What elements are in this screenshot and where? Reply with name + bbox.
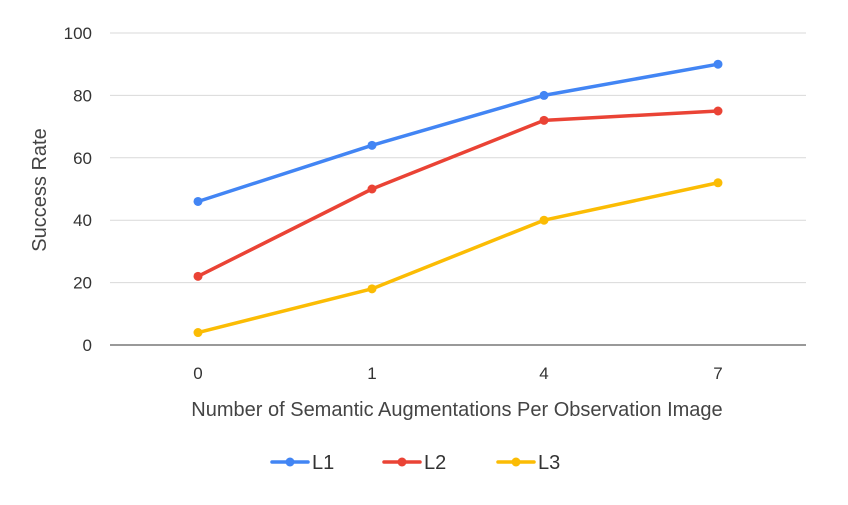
- data-point: [193, 271, 203, 281]
- y-tick-label: 60: [73, 149, 92, 168]
- legend-item-l2: L2: [382, 452, 446, 474]
- x-tick-label: 0: [193, 364, 202, 383]
- data-point: [539, 90, 549, 100]
- data-point: [713, 178, 723, 188]
- data-point: [193, 328, 203, 338]
- data-point: [367, 184, 377, 194]
- series-l1: [193, 59, 723, 206]
- legend-swatch-marker: [511, 457, 521, 467]
- series-l3: [193, 178, 723, 338]
- x-tick-labels: 0 1 4 7: [193, 364, 722, 383]
- grid-lines: [110, 32, 806, 346]
- series-line: [196, 62, 720, 204]
- x-tick-label: 1: [367, 364, 376, 383]
- legend-item-l3: L3: [496, 452, 560, 474]
- data-point: [539, 115, 549, 125]
- legend-label: L3: [538, 452, 560, 474]
- y-tick-label: 100: [64, 24, 92, 43]
- data-point: [367, 284, 377, 294]
- data-point: [713, 106, 723, 116]
- y-tick-label: 0: [83, 336, 92, 355]
- series-line: [196, 109, 720, 279]
- series-lines: [193, 59, 723, 338]
- series-line: [196, 181, 720, 335]
- x-tick-label: 7: [713, 364, 722, 383]
- data-point: [539, 215, 549, 225]
- legend: L1 L2 L3: [270, 452, 560, 474]
- data-point: [367, 140, 377, 150]
- y-tick-label: 20: [73, 274, 92, 293]
- legend-label: L1: [312, 452, 334, 474]
- series-l2: [193, 106, 723, 281]
- x-tick-label: 4: [539, 364, 548, 383]
- y-axis-title: Success Rate: [29, 128, 51, 251]
- legend-item-l1: L1: [270, 452, 334, 474]
- x-axis-title: Number of Semantic Augmentations Per Obs…: [191, 399, 722, 421]
- y-tick-labels: 0 20 40 60 80 100: [64, 24, 92, 355]
- data-point: [193, 196, 203, 206]
- data-point: [713, 59, 723, 69]
- legend-swatch-marker: [285, 457, 295, 467]
- y-tick-label: 40: [73, 211, 92, 230]
- y-tick-label: 80: [73, 86, 92, 105]
- legend-label: L2: [424, 452, 446, 474]
- legend-swatch-marker: [397, 457, 407, 467]
